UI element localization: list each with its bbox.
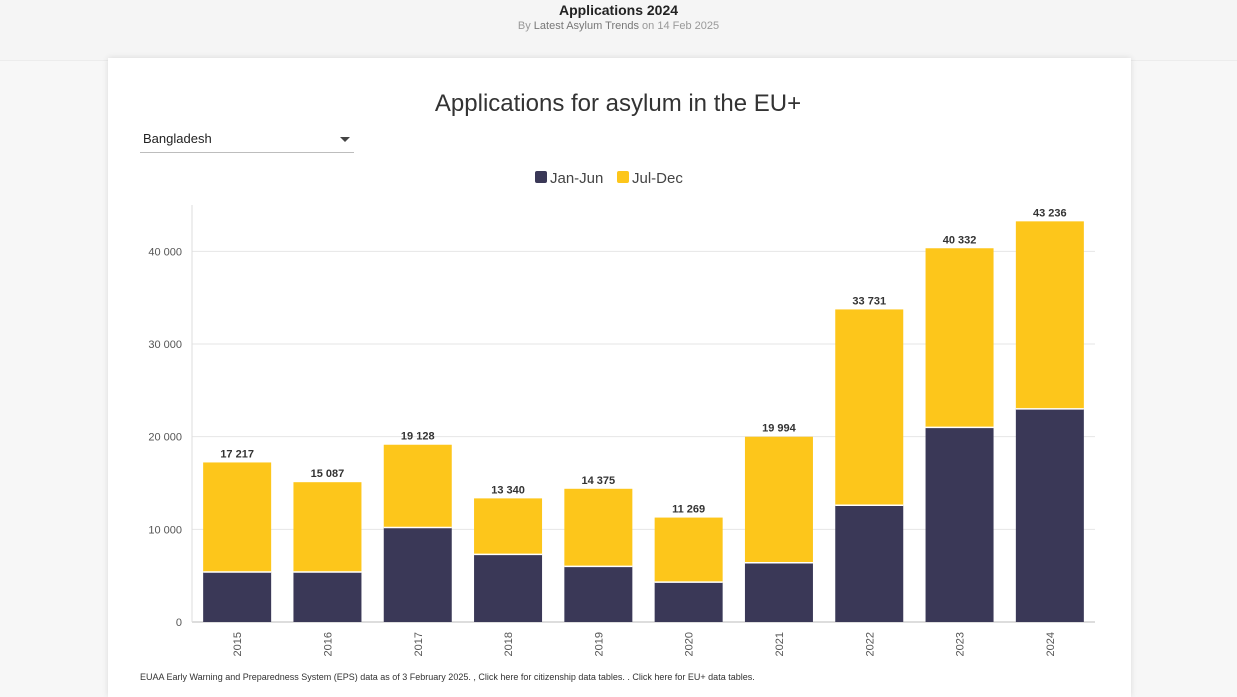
y-tick-label: 30 000 (148, 339, 182, 351)
data-label-total-2018: 13 340 (491, 484, 525, 496)
data-label-total-2023: 40 332 (943, 234, 977, 246)
subtitle-prefix: By (517, 20, 531, 32)
legend-label-jan-jun: Jan-Jun (550, 170, 603, 187)
y-tick-label: 20 000 (148, 432, 182, 444)
bar-jan-jun-2021 (744, 562, 813, 622)
subtitle-date: on 14 Feb 2025 (642, 20, 720, 32)
data-label-total-2015: 17 217 (220, 448, 254, 460)
data-label-total-2016: 15 087 (311, 468, 345, 480)
data-label-total-2020: 11 269 (672, 504, 705, 516)
bar-jul-dec-2017 (383, 444, 452, 528)
x-tick-label: 2021 (774, 632, 786, 656)
chart-title: Applications for asylum in the EU+ (435, 90, 801, 117)
page-subtitle: By Latest Asylum Trends on 14 Feb 2025 (0, 20, 1237, 32)
chevron-down-icon[interactable] (340, 137, 350, 142)
bar-jul-dec-2018 (474, 498, 543, 555)
legend-swatch-jan-jun (535, 171, 547, 183)
y-tick-label: 0 (176, 617, 182, 629)
page-title: Applications 2024 (558, 2, 679, 18)
bar-jul-dec-2019 (564, 488, 633, 567)
data-label-total-2019: 14 375 (582, 475, 616, 487)
bar-jul-dec-2021 (744, 436, 813, 563)
legend-swatch-jul-dec (617, 171, 629, 183)
author-link[interactable]: Latest Asylum Trends (533, 20, 639, 32)
data-label-total-2017: 19 128 (401, 431, 435, 443)
x-tick-label: 2020 (684, 632, 696, 656)
data-label-total-2024: 43 236 (1033, 207, 1067, 219)
bar-jan-jun-2019 (564, 566, 633, 622)
bar-jul-dec-2016 (293, 482, 362, 572)
bar-jul-dec-2022 (835, 309, 904, 506)
data-label-total-2021: 19 994 (762, 423, 797, 435)
bar-jan-jun-2022 (835, 505, 904, 622)
source-note: EUAA Early Warning and Preparedness Syst… (140, 672, 755, 682)
x-tick-label: 2023 (955, 632, 967, 656)
bar-jul-dec-2023 (925, 248, 994, 428)
country-dropdown-value: Bangladesh (143, 131, 212, 146)
y-tick-label: 10 000 (148, 524, 182, 536)
legend-label-jul-dec: Jul-Dec (632, 170, 683, 187)
bar-jan-jun-2023 (925, 427, 994, 622)
x-tick-label: 2024 (1045, 632, 1057, 656)
x-tick-label: 2019 (593, 632, 605, 656)
bar-jan-jun-2015 (203, 571, 272, 622)
x-tick-label: 2017 (413, 632, 425, 656)
y-tick-label: 40 000 (148, 246, 182, 258)
data-label-total-2022: 33 731 (852, 295, 886, 307)
x-tick-label: 2022 (864, 632, 876, 656)
x-tick-label: 2018 (503, 632, 515, 656)
bar-jan-jun-2016 (293, 571, 362, 622)
bar-jan-jun-2018 (474, 554, 543, 622)
bar-jan-jun-2017 (383, 527, 452, 622)
country-dropdown[interactable]: Bangladesh (140, 127, 354, 153)
bar-jan-jun-2020 (654, 582, 723, 622)
bar-jan-jun-2024 (1015, 408, 1084, 622)
bar-jul-dec-2024 (1015, 221, 1084, 409)
bar-jul-dec-2020 (654, 517, 723, 583)
x-tick-label: 2016 (322, 632, 334, 656)
x-tick-label: 2015 (232, 632, 244, 656)
bar-jul-dec-2015 (203, 462, 272, 572)
